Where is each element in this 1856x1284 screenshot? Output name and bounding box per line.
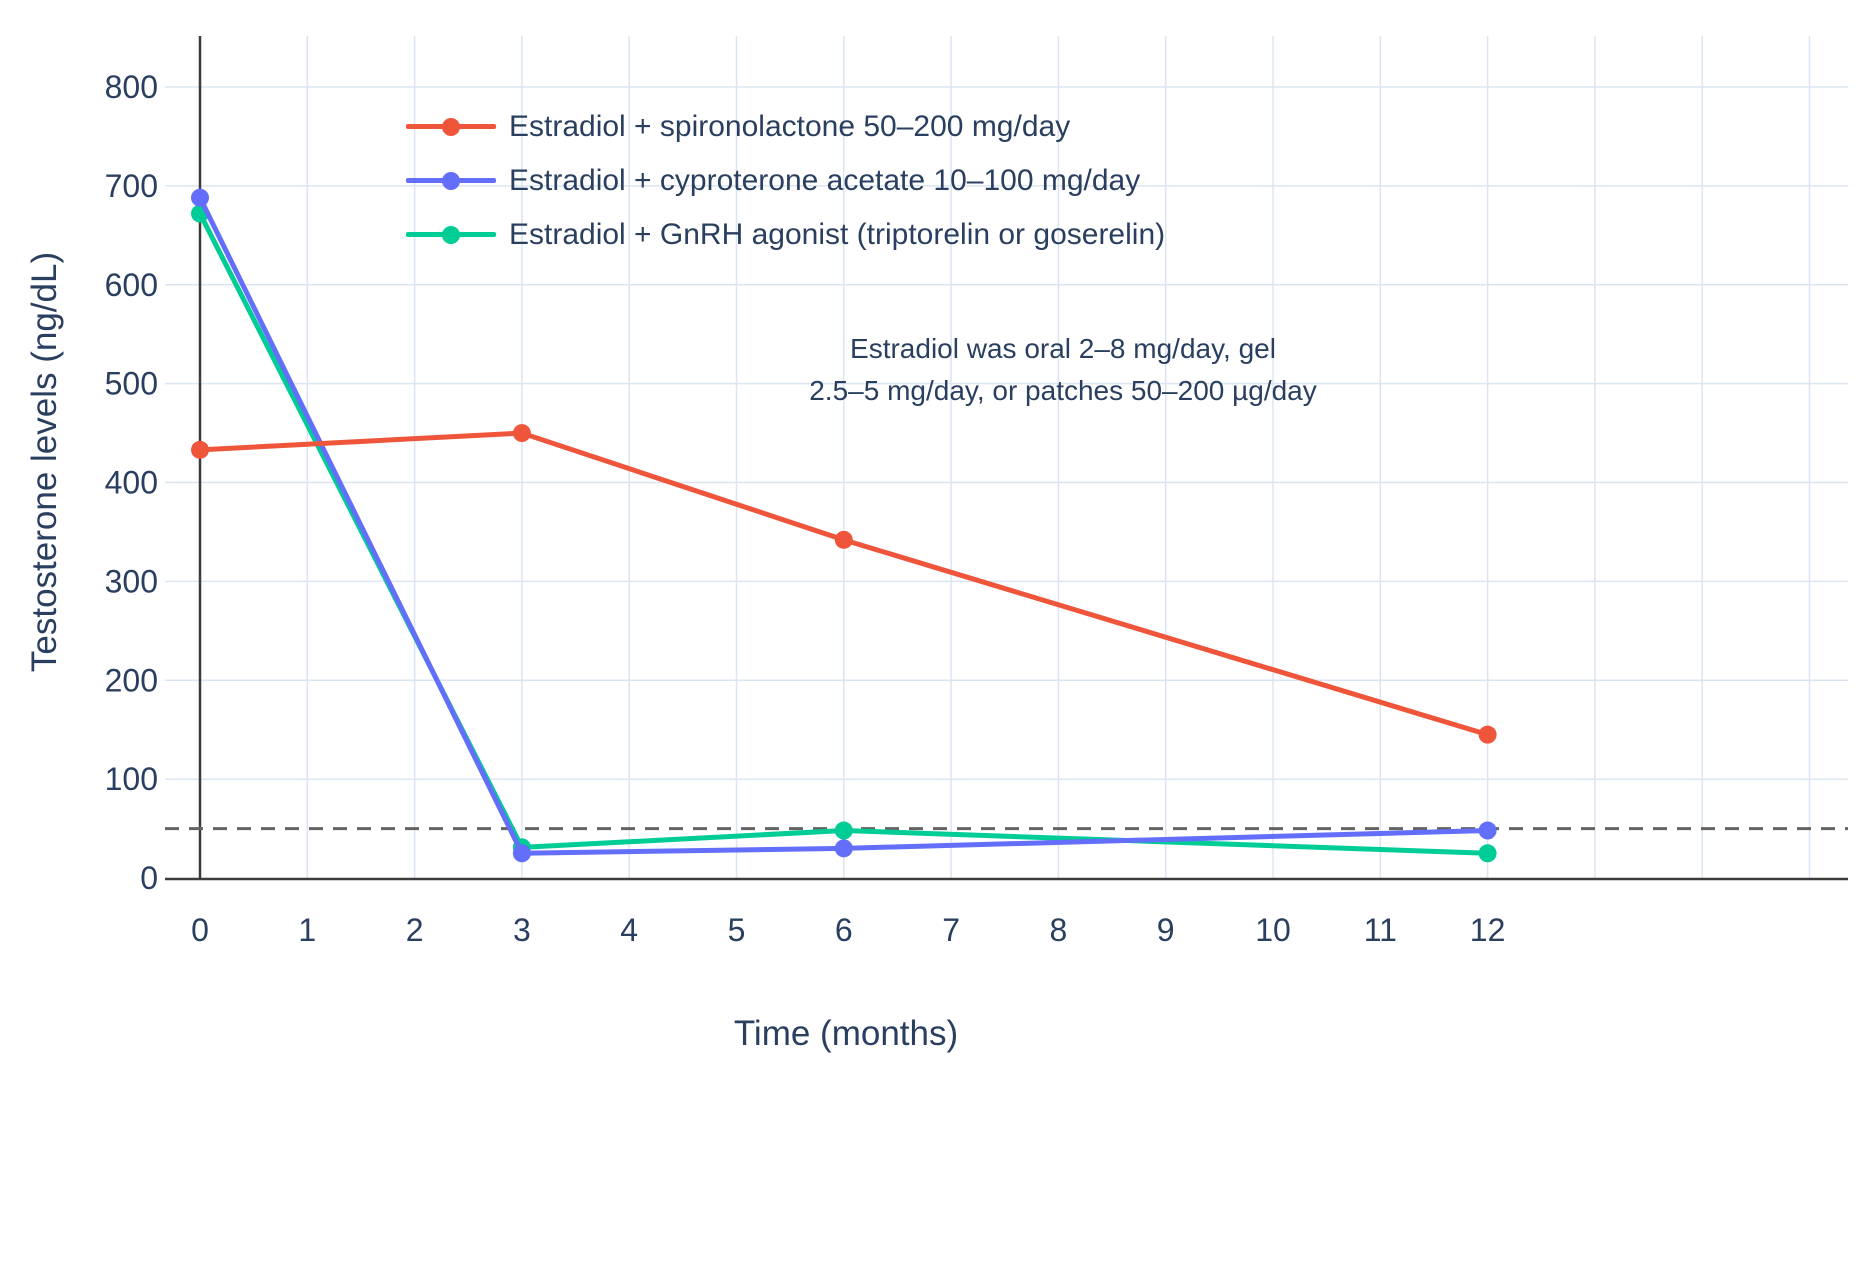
x-tick-label: 2 [406,912,424,948]
x-tick-label: 12 [1470,912,1506,948]
data-point[interactable] [834,821,853,840]
data-point[interactable] [834,530,853,549]
x-tick-label: 5 [728,912,746,948]
data-point[interactable] [191,440,209,459]
legend-item-gnrh-agonist[interactable]: Estradiol + GnRH agonist (triptorelin or… [406,216,1165,253]
estradiol-dose-note-line1: Estradiol was oral 2–8 mg/day, gel [850,333,1276,364]
y-tick-label: 800 [105,69,158,105]
y-tick-label: 300 [105,563,158,599]
y-tick-label: 600 [105,267,158,303]
legend-item-spironolactone[interactable]: Estradiol + spironolactone 50–200 mg/day [406,108,1165,145]
x-tick-label: 9 [1157,912,1175,948]
data-point[interactable] [191,188,209,207]
legend-dot-icon [442,117,460,136]
legend: Estradiol + spironolactone 50–200 mg/day… [406,108,1165,253]
y-tick-label: 500 [105,366,158,402]
data-point[interactable] [512,424,531,443]
data-point[interactable] [1478,821,1497,840]
legend-item-cyproterone[interactable]: Estradiol + cyproterone acetate 10–100 m… [406,162,1165,199]
legend-swatch-cyproterone [406,171,496,191]
data-point[interactable] [512,844,531,863]
x-axis-title: Time (months) [733,1014,959,1053]
legend-swatch-spironolactone [406,117,496,137]
y-tick-label: 200 [105,662,158,698]
data-point[interactable] [1478,844,1497,863]
x-tick-label: 4 [620,912,638,948]
x-tick-label: 3 [513,912,531,948]
y-axis-title: Testosterone levels (ng/dL) [25,251,64,673]
y-tick-label: 0 [140,860,158,896]
legend-swatch-gnrh-agonist [406,225,496,245]
y-tick-label: 400 [105,465,158,501]
series-line-1 [197,195,1491,856]
x-tick-label: 1 [298,912,316,948]
x-tick-label: 11 [1364,912,1397,948]
legend-dot-icon [442,171,460,190]
estradiol-dose-note: Estradiol was oral 2–8 mg/day, gel 2.5–5… [613,328,1513,412]
legend-label-spironolactone: Estradiol + spironolactone 50–200 mg/day [509,109,1071,143]
y-tick-label: 700 [105,168,158,204]
legend-dot-icon [442,225,460,244]
x-tick-label: 7 [942,912,960,948]
estradiol-dose-note-line2: 2.5–5 mg/day, or patches 50–200 µg/day [809,375,1317,406]
series-line-0 [197,430,1491,738]
x-tick-label: 10 [1255,912,1291,948]
legend-label-gnrh-agonist: Estradiol + GnRH agonist (triptorelin or… [509,217,1166,251]
data-point[interactable] [1478,725,1497,744]
y-tick-label: 100 [105,761,158,797]
legend-label-cyproterone: Estradiol + cyproterone acetate 10–100 m… [509,163,1141,197]
data-point[interactable] [834,839,853,858]
x-tick-label: 6 [835,912,853,948]
x-tick-label: 8 [1050,912,1068,948]
x-tick-label: 0 [191,912,209,948]
